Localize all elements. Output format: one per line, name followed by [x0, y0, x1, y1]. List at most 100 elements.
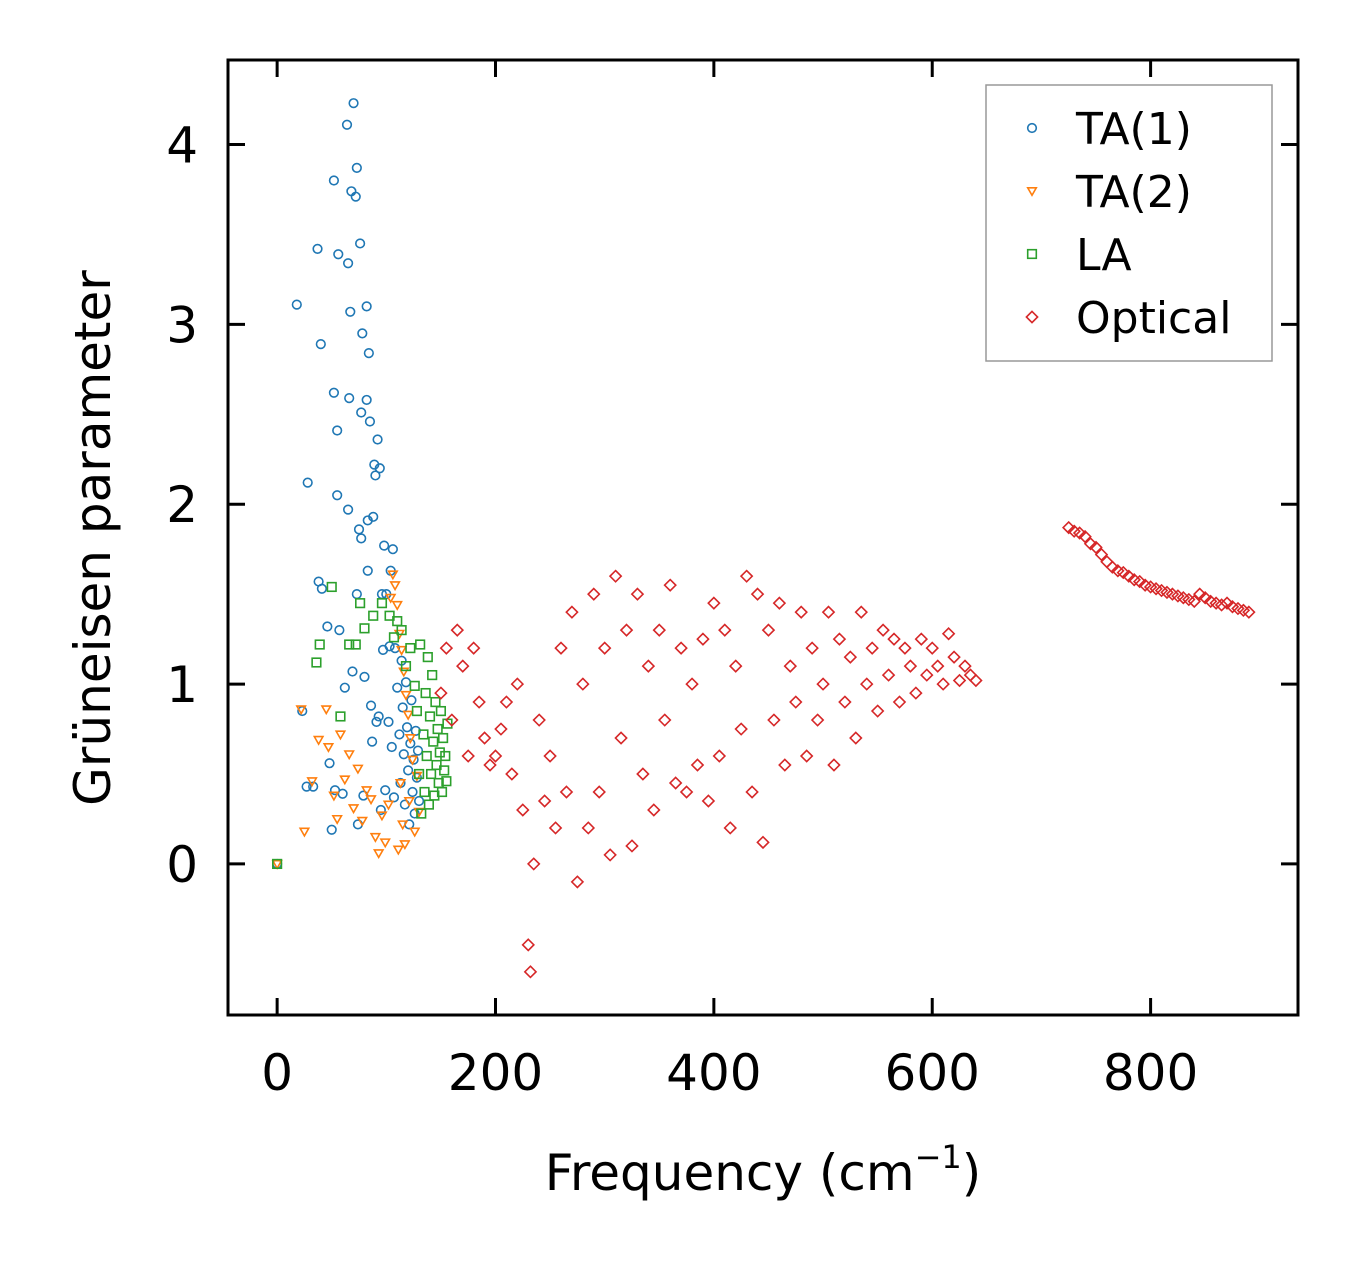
data-point [370, 470, 381, 481]
data-point [1143, 580, 1158, 594]
data-point [427, 669, 438, 681]
data-point [488, 749, 503, 763]
data-point [395, 645, 408, 656]
data-point [422, 651, 433, 663]
data-point [1149, 582, 1163, 596]
data-point [810, 713, 825, 727]
series-la [272, 581, 453, 870]
data-point [291, 299, 302, 310]
data-point [351, 589, 362, 600]
data-point [439, 641, 454, 655]
data-point [404, 734, 417, 744]
data-point [559, 785, 574, 799]
data-point [375, 804, 386, 816]
plot-frame [226, 58, 1300, 1017]
data-point [570, 875, 585, 889]
data-point [326, 824, 337, 835]
data-point [1061, 520, 1076, 535]
axis-ticks: 0 200 400 600 800 0 1 2 3 4 [166, 60, 1298, 1102]
data-point [376, 811, 388, 822]
data-point [887, 632, 901, 646]
data-point [1154, 583, 1169, 598]
data-point [456, 659, 470, 673]
y-tick-label: 3 [166, 296, 198, 354]
data-point [356, 816, 368, 827]
data-point [344, 639, 355, 650]
data-point [658, 713, 672, 727]
data-point [394, 778, 407, 789]
data-point [947, 650, 961, 664]
legend-item: TA(1) [1026, 104, 1192, 155]
data-point [914, 632, 929, 646]
data-point [343, 750, 355, 761]
data-point [685, 677, 699, 691]
legend-label: Optical [1076, 293, 1231, 344]
data-point [400, 690, 412, 701]
data-point [969, 673, 983, 688]
data-point [353, 524, 365, 535]
data-point [537, 794, 552, 808]
legend: TA(1) TA(2) LA Optical [985, 84, 1273, 362]
data-point [499, 695, 514, 709]
data-point [1132, 574, 1147, 589]
data-point [619, 623, 634, 637]
data-point [402, 710, 414, 721]
data-point [750, 587, 765, 601]
data-point [388, 792, 400, 803]
data-point [332, 425, 343, 436]
data-point [355, 238, 366, 249]
data-point [843, 650, 858, 664]
data-point [272, 858, 283, 870]
data-point [1160, 585, 1174, 600]
data-point [416, 808, 427, 819]
data-point [532, 713, 546, 727]
data-point [341, 119, 353, 130]
data-point [328, 387, 340, 398]
data-point [359, 623, 370, 634]
data-point [920, 668, 934, 682]
x-tick-label: 600 [885, 1044, 980, 1102]
data-point [472, 695, 486, 709]
data-point [348, 98, 359, 109]
data-point [1116, 565, 1131, 580]
data-point [328, 175, 340, 186]
data-point [1214, 598, 1229, 612]
data-point [371, 716, 382, 727]
data-point [398, 667, 410, 678]
data-point [554, 641, 568, 655]
data-point [941, 626, 956, 641]
data-point [701, 794, 716, 808]
data-point [343, 258, 354, 269]
data-point [510, 677, 525, 691]
data-point [756, 835, 770, 850]
data-point [407, 786, 418, 798]
data-point [674, 641, 688, 655]
data-point [403, 796, 415, 807]
data-point [860, 677, 874, 691]
data-point [350, 191, 361, 202]
data-point [739, 569, 754, 583]
data-point [400, 660, 412, 672]
data-point [397, 820, 409, 831]
data-point [368, 511, 379, 522]
data-point [565, 605, 579, 619]
data-point [1171, 589, 1185, 603]
data-point [334, 625, 345, 636]
data-point [339, 682, 350, 693]
data-point [372, 434, 383, 445]
data-point [679, 785, 694, 799]
data-point [603, 848, 617, 862]
data-point [526, 857, 541, 871]
data-point [440, 750, 451, 762]
data-point [312, 243, 323, 254]
x-tick-label: 400 [666, 1044, 761, 1102]
data-point [405, 738, 416, 749]
data-point [387, 570, 399, 581]
data-point [903, 659, 918, 673]
data-point [379, 540, 390, 551]
data-point [367, 736, 378, 747]
data-point [461, 749, 475, 763]
data-point [881, 668, 896, 682]
data-point [925, 641, 939, 655]
data-point [870, 704, 885, 718]
